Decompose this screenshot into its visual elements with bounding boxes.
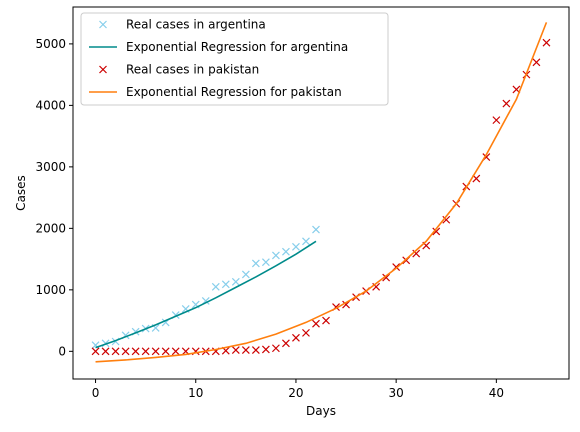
plot-area <box>91 22 551 363</box>
data-point <box>292 333 300 342</box>
data-point <box>282 339 290 348</box>
legend-label: Real cases in pakistan <box>126 63 259 77</box>
legend-label: Real cases in argentina <box>126 18 266 32</box>
y-tick-label: 4000 <box>35 98 66 112</box>
y-tick-label: 3000 <box>35 160 66 174</box>
series-3 <box>95 22 548 363</box>
data-point <box>171 347 180 356</box>
series-line <box>95 22 548 363</box>
x-tick-label: 0 <box>92 386 100 400</box>
x-axis-label: Days <box>306 404 336 418</box>
legend-swatch <box>99 20 107 29</box>
data-point <box>412 249 421 258</box>
y-axis-label: Cases <box>14 175 28 211</box>
data-point <box>151 347 160 356</box>
data-point <box>322 316 330 325</box>
data-point <box>492 116 501 125</box>
data-point <box>342 300 350 309</box>
data-point <box>251 346 260 355</box>
data-point <box>261 345 270 354</box>
data-point <box>532 58 541 67</box>
data-point <box>91 341 100 350</box>
legend-item: Exponential Regression for argentina <box>89 40 348 54</box>
data-point <box>312 225 320 234</box>
plot-frame <box>72 6 570 380</box>
data-point <box>302 328 310 337</box>
y-tick-label: 0 <box>58 344 66 358</box>
x-tick-label: 30 <box>389 386 404 400</box>
x-tick-label: 10 <box>188 386 203 400</box>
data-point <box>502 99 511 108</box>
y-tick-label: 2000 <box>35 221 66 235</box>
data-point <box>312 319 320 328</box>
y-axis: 0 1000 2000 3000 4000 5000 <box>35 37 73 358</box>
data-point <box>271 251 280 260</box>
data-point <box>131 347 140 356</box>
data-point <box>282 247 290 256</box>
data-point <box>432 227 441 236</box>
x-axis: 0 10 20 30 40 <box>92 379 504 400</box>
data-point <box>231 277 240 286</box>
data-point <box>292 242 300 251</box>
data-point <box>101 347 110 356</box>
data-point <box>231 346 240 355</box>
data-point <box>382 273 391 282</box>
data-point <box>251 259 260 268</box>
data-point <box>241 346 250 355</box>
legend-label: Exponential Regression for pakistan <box>126 85 342 99</box>
data-point <box>261 258 270 267</box>
data-point <box>111 347 120 356</box>
data-point <box>141 347 150 356</box>
data-point <box>121 347 130 356</box>
legend-item: Real cases in pakistan <box>99 63 259 77</box>
data-point <box>302 237 310 246</box>
data-point <box>442 215 451 224</box>
series-0 <box>91 225 320 350</box>
y-tick-label: 5000 <box>35 37 66 51</box>
series-1 <box>95 240 317 349</box>
legend-item: Real cases in argentina <box>99 18 266 32</box>
legend: Real cases in argentina Exponential Regre… <box>80 12 389 106</box>
y-tick-label: 1000 <box>35 283 66 297</box>
data-point <box>221 280 230 289</box>
series-line <box>95 240 317 349</box>
data-point <box>542 38 551 47</box>
legend-label: Exponential Regression for argentina <box>126 40 348 54</box>
data-point <box>241 270 250 279</box>
x-tick-label: 20 <box>288 386 303 400</box>
legend-item: Exponential Regression for pakistan <box>89 85 342 99</box>
data-point <box>271 344 280 353</box>
x-tick-label: 40 <box>489 386 504 400</box>
legend-box <box>80 12 389 106</box>
data-point <box>211 282 220 291</box>
data-point <box>91 347 100 356</box>
data-point <box>161 347 170 356</box>
legend-swatch <box>99 65 107 74</box>
